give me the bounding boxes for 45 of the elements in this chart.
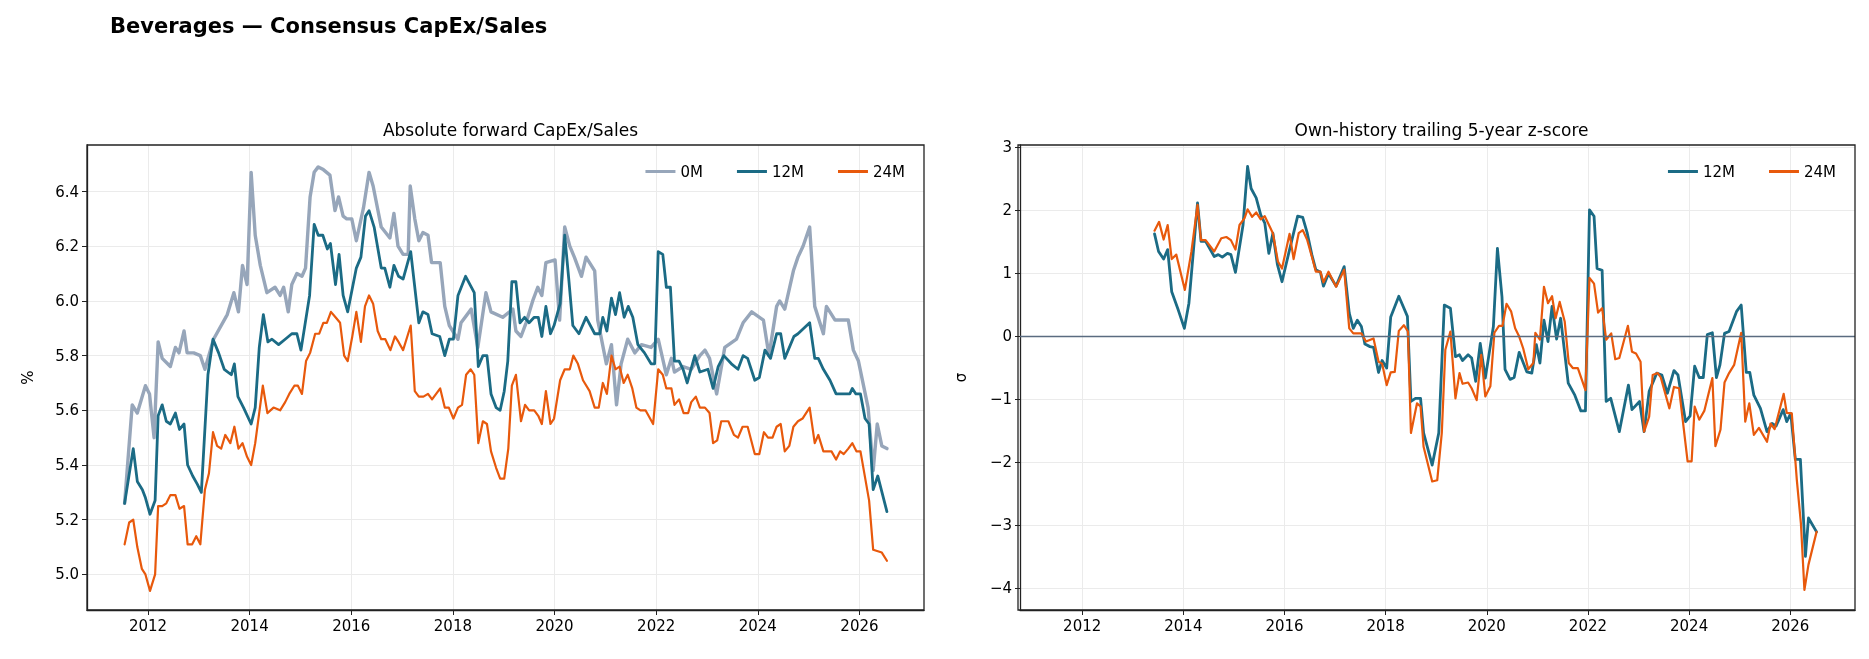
y-tick-label: −3 [989, 515, 1012, 534]
x-tick-label: 2014 [230, 616, 269, 635]
x-tick-label: 2012 [128, 616, 168, 635]
y-tick-label: 5.4 [55, 456, 79, 475]
y-tick-label: 0 [1002, 326, 1012, 345]
x-tick-label: 2012 [1063, 616, 1102, 635]
x-tick-label: 2014 [1164, 616, 1203, 635]
y-axis-title: % [18, 370, 37, 385]
x-tick-label: 2016 [332, 616, 371, 635]
y-tick-label: 5.6 [55, 401, 79, 420]
legend-label: 12M [771, 162, 804, 181]
x-tick-label: 2020 [535, 616, 574, 635]
y-tick-label: 6.4 [55, 182, 79, 201]
x-tick-label: 2018 [1366, 616, 1405, 635]
text: Beverages — Consensus CapEx/Sales [110, 13, 548, 38]
y-tick-label: 6.0 [55, 291, 79, 310]
y-tick-label: 5.2 [55, 510, 79, 529]
x-tick-label: 2024 [738, 616, 777, 635]
x-tick-label: 2026 [1771, 616, 1810, 635]
chart-title: Absolute forward CapEx/Sales [382, 119, 639, 140]
x-tick-label: 2024 [1670, 616, 1709, 635]
y-tick-label: 6.2 [55, 237, 79, 256]
line-series [1153, 203, 1818, 591]
x-tick-label: 2026 [840, 616, 879, 635]
y-tick-label: −1 [989, 389, 1012, 408]
legend-label: 0M [680, 162, 703, 181]
y-tick-label: −4 [989, 578, 1012, 597]
x-tick-label: 2020 [1467, 616, 1506, 635]
line-series [123, 294, 888, 592]
x-tick-label: 2018 [433, 616, 472, 635]
x-tick-label: 2022 [1568, 616, 1608, 635]
y-tick-label: 1 [1002, 263, 1012, 282]
y-axis-title: σ [951, 372, 970, 383]
y-tick-label: 3 [1002, 137, 1012, 156]
y-tick-label: 5.8 [55, 346, 79, 365]
x-tick-label: 2016 [1265, 616, 1304, 635]
legend-label: 24M [1803, 162, 1836, 181]
x-tick-label: 2022 [637, 616, 676, 635]
chart-title: Own-history trailing 5-year z-score [1294, 119, 1589, 140]
legend-label: 24M [872, 162, 905, 181]
y-tick-label: 2 [1002, 200, 1012, 219]
y-tick-label: 5.0 [55, 565, 79, 584]
line-series [123, 209, 889, 516]
y-tick-label: −2 [989, 452, 1012, 471]
legend-label: 12M [1702, 162, 1735, 181]
